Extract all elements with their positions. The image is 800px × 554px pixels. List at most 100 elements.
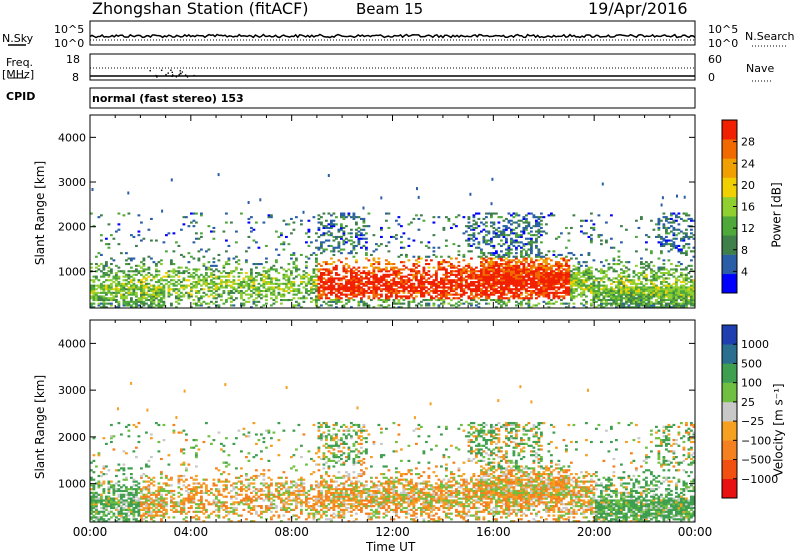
heatmap-cell xyxy=(592,282,596,285)
heatmap-cell xyxy=(535,237,538,240)
heatmap-cell xyxy=(110,435,113,438)
heatmap-cell xyxy=(230,290,233,293)
heatmap-cell xyxy=(217,293,221,296)
heatmap-cell xyxy=(135,501,138,504)
heatmap-cell xyxy=(427,263,431,266)
heatmap-cell xyxy=(135,503,138,506)
heatmap-cell xyxy=(520,304,523,307)
heatmap-cell xyxy=(290,282,293,285)
heatmap-cell xyxy=(585,306,588,309)
heatmap-cell xyxy=(315,288,318,291)
heatmap-cell xyxy=(587,275,591,278)
heatmap-cell xyxy=(135,489,138,493)
heatmap-cell xyxy=(220,281,223,284)
heatmap-cell xyxy=(332,246,336,249)
heatmap-cell xyxy=(115,293,118,296)
heatmap-cell xyxy=(147,282,151,285)
heatmap-cell xyxy=(320,264,323,267)
heatmap-cell xyxy=(415,259,418,262)
heatmap-cell xyxy=(687,235,691,238)
heatmap-cell xyxy=(677,212,681,215)
heatmap-cell xyxy=(457,253,461,256)
heatmap-cell xyxy=(122,272,126,275)
heatmap-cell xyxy=(360,297,363,300)
heatmap-cell xyxy=(290,257,293,260)
heatmap-cell xyxy=(465,239,468,242)
heatmap-cell xyxy=(405,295,408,298)
heatmap-cell xyxy=(197,277,201,280)
heatmap-cell xyxy=(662,306,666,309)
heatmap-cell xyxy=(662,212,666,215)
heatmap-cell xyxy=(207,306,211,309)
heatmap-cell xyxy=(417,264,421,267)
heatmap-cell xyxy=(632,297,636,300)
heatmap-cell xyxy=(90,501,93,504)
heatmap-cell xyxy=(197,300,201,303)
heatmap-cell xyxy=(155,263,158,266)
heatmap-cell xyxy=(550,281,553,284)
heatmap-cell xyxy=(145,277,148,280)
heatmap-cell xyxy=(590,275,593,278)
heatmap-cell xyxy=(662,259,666,262)
heatmap-cell xyxy=(505,253,508,256)
heatmap-cell xyxy=(660,293,663,296)
heatmap-cell xyxy=(540,275,543,278)
heatmap-cell xyxy=(472,216,476,219)
heatmap-cell xyxy=(435,272,438,275)
heatmap-cell xyxy=(467,243,471,246)
heatmap-cell xyxy=(130,279,133,282)
heatmap-cell xyxy=(600,268,603,271)
heatmap-cell xyxy=(105,273,108,276)
heatmap-cell xyxy=(605,259,608,262)
heatmap-cell xyxy=(632,270,636,273)
heatmap-cell xyxy=(542,268,546,271)
heatmap-cell xyxy=(520,284,523,287)
heatmap-cell xyxy=(545,270,548,273)
heatmap-cell xyxy=(285,235,288,238)
heatmap-cell xyxy=(440,297,443,300)
heatmap-cell xyxy=(380,275,383,278)
heatmap-cell xyxy=(340,235,343,238)
heatmap-cell xyxy=(372,286,376,289)
heatmap-cell xyxy=(597,282,601,285)
heatmap-cell xyxy=(572,277,576,280)
heatmap-cell xyxy=(125,505,128,508)
heatmap-cell xyxy=(475,281,478,284)
heatmap-cell xyxy=(635,304,638,307)
heatmap-cell xyxy=(402,299,406,302)
heatmap-cell xyxy=(165,272,168,275)
heatmap-cell xyxy=(102,506,106,510)
heatmap-cell xyxy=(92,499,96,502)
heatmap-cell xyxy=(545,263,548,266)
heatmap-cell xyxy=(645,304,648,307)
heatmap-cell xyxy=(652,282,656,285)
heatmap-cell xyxy=(670,290,673,293)
heatmap-cell xyxy=(115,501,118,504)
heatmap-cell xyxy=(532,282,536,285)
heatmap-cell xyxy=(565,226,568,229)
heatmap-cell xyxy=(500,239,503,242)
heatmap-cell xyxy=(327,277,331,280)
heatmap-cell xyxy=(237,263,241,266)
heatmap-cell xyxy=(602,291,606,294)
heatmap-cell xyxy=(150,217,153,220)
heatmap-cell xyxy=(460,299,463,302)
heatmap-cell xyxy=(692,297,696,300)
heatmap-cell xyxy=(382,279,386,282)
heatmap-cell xyxy=(685,302,688,305)
heatmap-cell xyxy=(240,212,243,215)
heatmap-cell xyxy=(235,261,238,264)
heatmap-cell xyxy=(510,268,513,271)
heatmap-cell xyxy=(515,272,518,275)
heatmap-cell xyxy=(392,270,396,273)
heatmap-cell xyxy=(590,273,593,276)
heatmap-cell xyxy=(537,288,541,291)
heatmap-cell xyxy=(550,291,553,294)
heatmap-cell xyxy=(287,263,291,266)
heatmap-cell xyxy=(265,261,268,264)
heatmap-cell xyxy=(672,246,676,249)
heatmap-cell xyxy=(122,275,126,278)
heatmap-cell xyxy=(100,282,103,285)
heatmap-cell xyxy=(545,284,548,287)
heatmap-cell xyxy=(535,259,538,262)
